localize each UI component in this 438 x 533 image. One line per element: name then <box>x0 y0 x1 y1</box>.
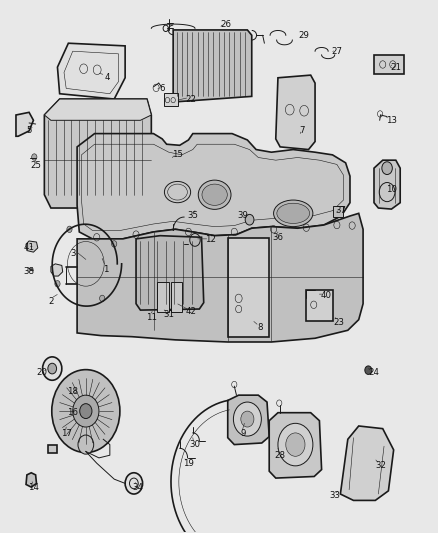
Circle shape <box>245 214 254 225</box>
Circle shape <box>112 241 117 247</box>
Text: 28: 28 <box>275 451 286 460</box>
Circle shape <box>55 280 60 287</box>
Polygon shape <box>44 99 151 208</box>
Text: 35: 35 <box>187 212 198 221</box>
Polygon shape <box>173 30 252 102</box>
Text: 39: 39 <box>237 212 248 221</box>
Bar <box>374 55 404 74</box>
Text: 16: 16 <box>67 408 78 417</box>
Text: 34: 34 <box>133 482 144 491</box>
Circle shape <box>233 402 261 436</box>
Polygon shape <box>269 413 321 478</box>
Text: 38: 38 <box>24 268 35 276</box>
Bar <box>171 282 182 312</box>
Text: 23: 23 <box>334 318 345 327</box>
Bar <box>48 445 57 453</box>
Text: 17: 17 <box>61 430 72 439</box>
Circle shape <box>286 433 305 456</box>
Text: 2: 2 <box>48 296 53 305</box>
Text: 4: 4 <box>105 73 110 82</box>
Circle shape <box>382 162 392 174</box>
Bar <box>332 206 343 217</box>
Text: 1: 1 <box>103 265 108 273</box>
Text: 3: 3 <box>70 249 75 258</box>
Text: 18: 18 <box>67 387 78 396</box>
Text: 42: 42 <box>185 307 196 316</box>
Text: 36: 36 <box>272 233 283 242</box>
Bar <box>161 150 173 163</box>
Text: 25: 25 <box>30 161 41 170</box>
Text: 33: 33 <box>329 490 340 499</box>
Text: 15: 15 <box>172 150 183 159</box>
Text: 30: 30 <box>190 440 201 449</box>
Polygon shape <box>44 99 151 120</box>
Text: 8: 8 <box>258 323 263 332</box>
Polygon shape <box>26 241 38 252</box>
Polygon shape <box>136 236 204 310</box>
Circle shape <box>365 366 372 374</box>
Text: 21: 21 <box>390 63 401 71</box>
Circle shape <box>99 295 105 302</box>
Bar <box>306 290 332 321</box>
Text: 14: 14 <box>28 482 39 491</box>
Text: 27: 27 <box>332 47 343 55</box>
Polygon shape <box>77 134 350 239</box>
Polygon shape <box>26 473 36 487</box>
Circle shape <box>80 403 92 418</box>
Ellipse shape <box>198 180 231 209</box>
Ellipse shape <box>274 200 313 227</box>
Polygon shape <box>57 43 125 99</box>
Polygon shape <box>276 75 315 150</box>
Circle shape <box>78 435 94 454</box>
Circle shape <box>278 423 313 466</box>
Circle shape <box>52 369 120 453</box>
Polygon shape <box>51 264 63 276</box>
Text: 5: 5 <box>26 126 32 135</box>
Circle shape <box>241 411 254 427</box>
Circle shape <box>125 473 143 494</box>
Text: 22: 22 <box>185 94 196 103</box>
Polygon shape <box>374 160 400 209</box>
Bar <box>164 93 177 106</box>
Text: 19: 19 <box>183 459 194 467</box>
Polygon shape <box>16 112 33 136</box>
Text: 20: 20 <box>37 368 48 377</box>
Text: 7: 7 <box>299 126 305 135</box>
Text: 11: 11 <box>146 312 157 321</box>
Circle shape <box>67 226 72 232</box>
Text: 31: 31 <box>163 310 174 319</box>
Bar <box>228 238 269 337</box>
Polygon shape <box>340 426 394 500</box>
Text: 12: 12 <box>205 236 216 245</box>
Text: 10: 10 <box>386 185 397 194</box>
Ellipse shape <box>277 203 310 223</box>
Circle shape <box>32 154 37 160</box>
Circle shape <box>42 357 62 380</box>
Polygon shape <box>228 395 269 445</box>
Text: 32: 32 <box>375 462 386 470</box>
Circle shape <box>73 395 99 427</box>
Text: 37: 37 <box>336 206 347 215</box>
Text: 13: 13 <box>386 116 397 125</box>
Text: 40: 40 <box>321 291 332 300</box>
Bar <box>157 282 169 312</box>
Polygon shape <box>77 213 363 342</box>
Text: 26: 26 <box>220 20 231 29</box>
Text: 24: 24 <box>368 368 379 377</box>
Ellipse shape <box>202 184 227 205</box>
Text: 9: 9 <box>240 430 246 439</box>
Text: 41: 41 <box>24 244 35 253</box>
Text: 6: 6 <box>159 84 165 93</box>
Circle shape <box>48 364 57 374</box>
Text: 29: 29 <box>299 31 310 40</box>
